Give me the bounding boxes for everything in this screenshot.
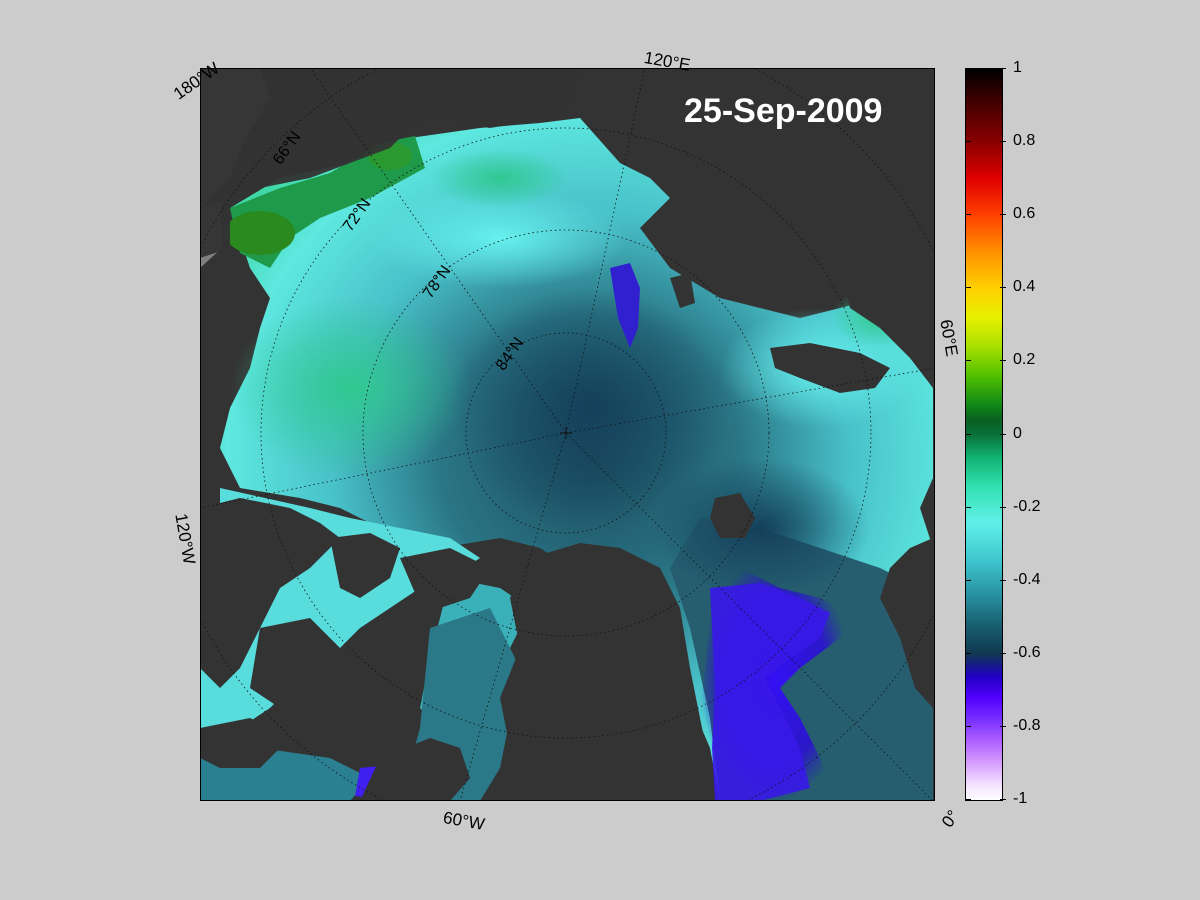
colorbar-tick-mark — [965, 360, 971, 362]
land-canada — [400, 548, 490, 608]
negative-anomaly — [610, 263, 640, 348]
lon-label-60e: 60°E — [936, 318, 962, 358]
colorbar-tick-mark — [1000, 287, 1006, 289]
colorbar-tick-mark — [965, 799, 971, 800]
colorbar-tick-mark — [1000, 725, 1006, 727]
land-canada — [330, 533, 400, 598]
colorbar-tick-label: 0.6 — [1013, 205, 1036, 223]
meridian — [459, 432, 567, 801]
colorbar-tick-mark — [965, 579, 971, 581]
colorbar-tick-mark — [1000, 799, 1006, 800]
land-alaska — [200, 68, 580, 258]
colorbar-tick-mark — [965, 652, 971, 654]
colorbar-tick-label: -1 — [1013, 790, 1028, 807]
land-canada — [200, 498, 340, 688]
land-canada — [200, 718, 290, 768]
colorbar-tick-mark — [965, 141, 971, 143]
colorbar-tick-mark — [1000, 506, 1006, 508]
date-label: 25-Sep-2009 — [684, 92, 883, 130]
meridian — [200, 432, 567, 509]
polar-map — [200, 68, 935, 801]
colorbar-tick-label: -0.2 — [1013, 497, 1041, 515]
colorbar-tick-label: -0.4 — [1013, 570, 1041, 588]
colorbar-tick-mark — [1000, 68, 1006, 69]
colorbar-tick-mark — [1000, 141, 1006, 143]
lon-label-120w: 120°W — [171, 512, 199, 566]
positive-anomaly — [225, 211, 295, 255]
colorbar-tick-mark — [965, 287, 971, 289]
lon-label-0: 0° — [938, 806, 963, 831]
colorbar-tick-mark — [1000, 214, 1006, 216]
land-scandinavia — [880, 538, 933, 708]
colorbar-tick-label: -0.8 — [1013, 716, 1041, 734]
graticule — [200, 68, 935, 801]
colorbar-tick-mark — [965, 214, 971, 216]
latitude-circle — [465, 332, 667, 534]
colorbar-tick-label: -0.6 — [1013, 643, 1041, 661]
colorbar-tick-label: 0.4 — [1013, 278, 1036, 296]
svalbard — [710, 493, 755, 538]
meridian — [565, 68, 646, 434]
negative-anomaly — [710, 583, 830, 801]
land-baffin — [360, 738, 470, 801]
colorbar-tick-mark — [965, 433, 971, 435]
anomaly-patch — [650, 458, 870, 598]
land-eurasia — [655, 163, 933, 368]
anomaly-patch — [450, 288, 730, 528]
novaya-zemlya — [770, 343, 890, 393]
land-canada — [320, 658, 420, 758]
latitude-circle — [260, 127, 872, 739]
pole-marker — [560, 427, 572, 439]
colorbar-tick-label: 1 — [1013, 59, 1022, 76]
land-eurasia — [580, 68, 933, 388]
colorbar-tick-mark — [1000, 579, 1006, 581]
colorbar-tick-mark — [1000, 360, 1006, 362]
colorbar-tick-mark — [965, 506, 971, 508]
anomaly-patch — [230, 298, 470, 478]
colorbar-tick-mark — [1000, 433, 1006, 435]
colorbar-tick-mark — [1000, 652, 1006, 654]
greenland — [500, 543, 715, 801]
anomaly-patch — [370, 188, 630, 288]
franz-josef-land — [670, 273, 695, 308]
colorbar-tick-label: 0.8 — [1013, 132, 1036, 150]
colorbar-tick-mark — [965, 68, 971, 69]
latitude-circle — [362, 229, 770, 637]
land-canada — [250, 618, 340, 708]
colorbar-tick-label: 0 — [1013, 424, 1022, 442]
anomaly-patch — [430, 148, 570, 208]
lon-label-60w: 60°W — [441, 808, 487, 834]
colorbar — [965, 68, 1003, 801]
colorbar-tick-mark — [965, 725, 971, 727]
meridian — [565, 432, 934, 801]
colorbar-tick-label: 0.2 — [1013, 351, 1036, 369]
